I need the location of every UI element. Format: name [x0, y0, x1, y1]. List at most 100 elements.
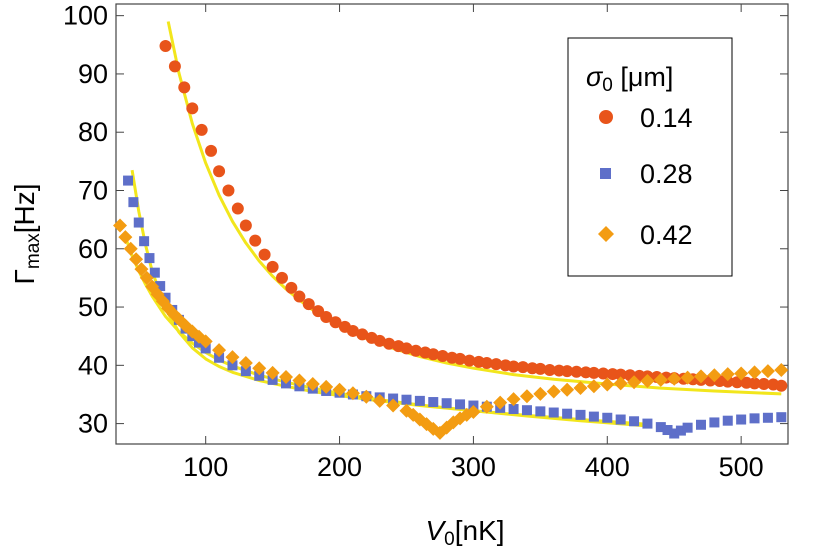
point-0.28-42 [588, 411, 599, 422]
point-0.42-59 [720, 367, 735, 382]
point-0.28-51 [682, 422, 693, 433]
y-tick-label-80: 80 [78, 117, 108, 147]
point-0.14-14 [285, 281, 298, 294]
point-0.28-48 [662, 425, 673, 436]
point-0.28-17 [254, 370, 265, 381]
point-0.42-41 [479, 399, 494, 414]
point-0.42-46 [546, 384, 561, 399]
x-tick-label-300: 300 [451, 452, 496, 482]
point-0.42-28 [372, 393, 387, 408]
point-0.42-49 [586, 379, 601, 394]
point-0.14-16 [302, 298, 315, 311]
y-tick-label-90: 90 [78, 59, 108, 89]
legend-label-0.28: 0.28 [640, 159, 693, 189]
point-0.14-34 [463, 354, 476, 367]
point-0.42-29 [386, 398, 401, 413]
point-0.42-56 [680, 370, 695, 385]
point-0.14-8 [231, 202, 244, 215]
point-0.42-19 [252, 361, 267, 376]
point-0.14-36 [480, 356, 493, 369]
point-0.42-61 [747, 365, 762, 380]
legend-marker-0.28 [600, 168, 611, 179]
point-0.28-41 [575, 409, 586, 420]
point-0.42-1 [118, 230, 133, 245]
point-0.28-6 [155, 281, 166, 292]
point-0.14-5 [205, 144, 218, 157]
legend-label-0.14: 0.14 [640, 103, 693, 133]
point-0.28-45 [629, 416, 640, 427]
legend-title: σ0 [μm] [586, 62, 673, 96]
point-0.28-49 [669, 428, 680, 439]
point-0.28-3 [139, 236, 150, 247]
point-0.28-37 [521, 405, 532, 416]
legend-box [567, 37, 733, 277]
point-0.28-56 [749, 413, 760, 424]
point-0.42-57 [693, 369, 708, 384]
point-0.42-55 [667, 371, 682, 386]
point-0.14-48 [587, 366, 600, 379]
point-0.42-17 [225, 350, 240, 365]
point-0.28-2 [133, 217, 144, 228]
point-0.42-62 [760, 364, 775, 379]
point-0.14-45 [561, 365, 574, 378]
point-0.14-46 [570, 365, 583, 378]
x-tick-label-200: 200 [317, 452, 362, 482]
point-0.42-23 [305, 376, 320, 391]
point-0.28-1 [128, 197, 139, 208]
point-0.14-18 [320, 310, 333, 323]
point-0.14-13 [275, 271, 288, 284]
legend-marker-0.14 [599, 110, 613, 124]
y-tick-label-40: 40 [78, 350, 108, 380]
point-0.14-43 [543, 363, 556, 376]
point-0.42-26 [345, 386, 360, 401]
point-0.42-22 [292, 373, 307, 388]
point-0.14-49 [597, 367, 610, 380]
point-0.14-24 [373, 334, 386, 347]
point-0.42-47 [560, 382, 575, 397]
data-points [113, 39, 789, 440]
point-0.14-40 [516, 361, 529, 374]
point-0.14-27 [400, 342, 413, 355]
point-0.28-46 [642, 418, 653, 429]
axis-ticks: 100 200 300 400 500 30 40 50 60 70 80 90 100 [63, 1, 788, 482]
point-0.14-10 [249, 234, 262, 247]
x-axis-label: V0[nK] [425, 515, 504, 549]
point-0.28-55 [736, 414, 747, 425]
point-0.14-66 [748, 377, 761, 390]
x-tick-label-400: 400 [585, 452, 630, 482]
point-0.28-50 [675, 425, 686, 436]
point-0.28-43 [602, 412, 613, 423]
point-0.28-16 [240, 366, 251, 377]
point-0.42-48 [573, 381, 588, 396]
point-0.14-11 [258, 248, 271, 261]
point-0.42-44 [519, 389, 534, 404]
point-0.14-3 [186, 102, 199, 115]
point-0.42-51 [613, 376, 628, 391]
point-0.42-43 [506, 392, 521, 407]
point-0.42-52 [627, 375, 642, 390]
point-0.42-50 [600, 377, 615, 392]
point-0.14-19 [329, 316, 342, 329]
point-0.14-1 [168, 60, 181, 73]
point-0.14-22 [356, 328, 369, 341]
point-0.42-24 [319, 379, 334, 394]
point-0.42-20 [265, 365, 280, 380]
point-0.14-28 [409, 344, 422, 357]
point-0.14-21 [346, 324, 359, 337]
point-0.42-25 [332, 382, 347, 397]
point-0.42-16 [212, 343, 227, 358]
y-tick-label-60: 60 [78, 234, 108, 264]
legend-label-0.42: 0.42 [640, 220, 693, 250]
point-0.28-39 [548, 407, 559, 418]
point-0.14-0 [159, 39, 172, 52]
point-0.42-4 [134, 262, 149, 277]
point-0.28-0 [123, 175, 134, 186]
point-0.42-63 [774, 362, 789, 377]
point-0.14-9 [239, 219, 252, 232]
point-0.28-52 [695, 419, 706, 430]
point-0.14-7 [222, 184, 235, 197]
point-0.28-15 [227, 360, 238, 371]
point-0.28-14 [214, 352, 225, 363]
point-0.14-6 [213, 165, 226, 178]
point-0.28-44 [615, 414, 626, 425]
